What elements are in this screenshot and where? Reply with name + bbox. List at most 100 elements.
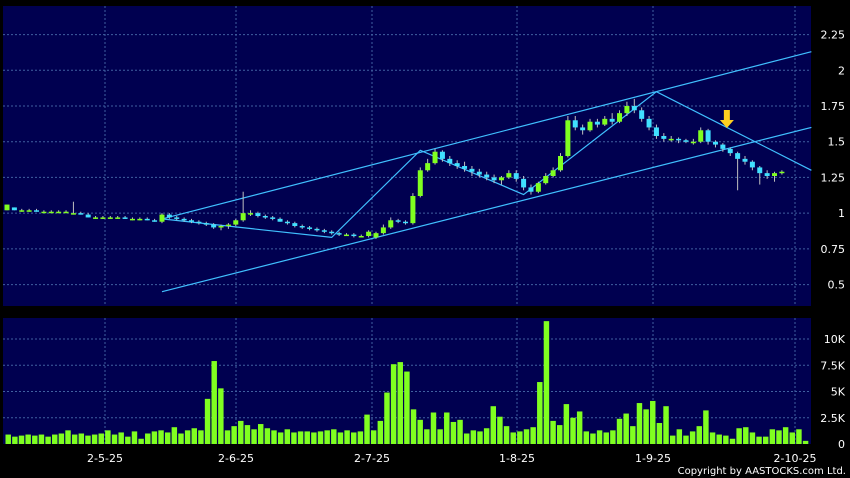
candle-body — [624, 106, 630, 114]
price-chart: 0.5 0.75 1 1.25 1.5 1.75 2 2.25 — [3, 6, 845, 306]
volume-bar — [430, 412, 437, 444]
volume-bar — [590, 433, 596, 444]
volume-bar — [709, 432, 716, 444]
candle-body — [270, 217, 276, 219]
candle-body — [203, 223, 209, 225]
candle-body — [343, 234, 349, 237]
volume-bar — [311, 432, 317, 444]
candle-body — [115, 217, 121, 219]
candle-body — [152, 220, 158, 222]
volume-bar — [683, 435, 689, 444]
volume-bar — [58, 433, 65, 444]
volume-bar — [277, 432, 284, 444]
candle-body — [491, 177, 497, 181]
candle-body — [159, 214, 165, 222]
x-tick-label: 2-6-25 — [218, 452, 254, 465]
volume-y-tick-label: 7.5K — [820, 359, 845, 372]
volume-bar — [158, 430, 164, 444]
candle-body — [742, 158, 748, 162]
volume-bar — [264, 428, 271, 444]
volume-bar — [125, 436, 131, 444]
volume-bar — [357, 431, 364, 444]
volume-bar — [184, 430, 191, 444]
volume-bar — [257, 424, 264, 444]
volume-chart: 0 2.5K 5K 7.5K 10K 2-5-25 2-6-25 2-7-25 1-8-25 1-… — [3, 318, 846, 465]
candle-body — [248, 213, 254, 215]
candle-body — [646, 118, 652, 128]
volume-bar — [444, 412, 450, 444]
candle-body — [749, 161, 755, 168]
volume-bar — [65, 430, 71, 444]
volume-bar — [696, 426, 702, 444]
volume-bar — [85, 435, 91, 444]
volume-bar — [297, 431, 304, 444]
candle-body — [558, 156, 563, 171]
price-y-tick-label: 2 — [838, 64, 845, 77]
lower-channel-line — [161, 126, 812, 293]
candle-body — [535, 183, 541, 192]
volume-bar — [105, 430, 111, 444]
volume-bar — [198, 430, 204, 444]
x-tick-label: 1-9-25 — [635, 452, 671, 465]
volume-bar — [650, 400, 656, 444]
candle-body — [307, 227, 313, 229]
volume-bar — [238, 420, 244, 444]
arrow-shaft — [723, 110, 730, 120]
candle-body — [609, 118, 615, 122]
price-y-tick-label: 1 — [838, 207, 845, 220]
volume-bar — [510, 432, 516, 444]
candle-body — [262, 216, 268, 218]
volume-bar — [98, 433, 104, 444]
volume-bar — [576, 411, 583, 444]
volume-bar — [483, 428, 490, 444]
volume-bar — [503, 426, 510, 444]
candle-body — [11, 207, 17, 211]
candle-body — [639, 110, 645, 119]
candle-body — [196, 221, 202, 224]
x-tick-label: 2-7-25 — [354, 452, 390, 465]
volume-bar — [603, 432, 609, 444]
candle-body — [107, 217, 113, 219]
candle-body — [189, 220, 194, 222]
volume-bar — [377, 420, 384, 444]
volume-bar — [623, 413, 629, 444]
volume-bar — [151, 431, 158, 444]
candle-body — [366, 231, 372, 236]
volume-bar — [782, 427, 789, 444]
volume-bar — [497, 416, 503, 444]
volume-bar — [171, 427, 178, 444]
candle-body — [572, 120, 578, 128]
volume-bar — [457, 419, 463, 444]
price-y-tick-label: 0.5 — [828, 279, 846, 292]
candle-body — [476, 171, 482, 175]
candle-body — [683, 140, 689, 142]
candle-body — [4, 204, 10, 211]
x-tick-label: 2-5-25 — [87, 452, 123, 465]
volume-bar — [52, 434, 58, 444]
volume-y-tick-label: 10K — [824, 333, 846, 346]
candle-body — [100, 217, 106, 219]
candle-body — [240, 213, 246, 221]
candle-body — [462, 166, 468, 169]
candle-body — [314, 228, 320, 231]
volume-bar — [424, 429, 430, 444]
volume-bar — [410, 409, 417, 444]
volume-bar — [25, 434, 31, 444]
volume-bar — [537, 382, 543, 444]
candle-body — [727, 148, 733, 154]
volume-bar — [736, 428, 742, 444]
candle-body — [735, 153, 741, 159]
candle-body — [587, 121, 593, 131]
volume-bar — [304, 431, 310, 444]
volume-bar — [543, 321, 550, 444]
candle-body — [56, 211, 62, 214]
candle-body — [528, 187, 534, 192]
volume-bar — [164, 432, 171, 444]
volume-bar — [417, 419, 423, 444]
candle-body — [454, 163, 460, 166]
candle-body — [351, 234, 357, 237]
candle-body — [292, 223, 298, 226]
candle-body — [469, 168, 475, 172]
volume-bar — [351, 432, 357, 444]
